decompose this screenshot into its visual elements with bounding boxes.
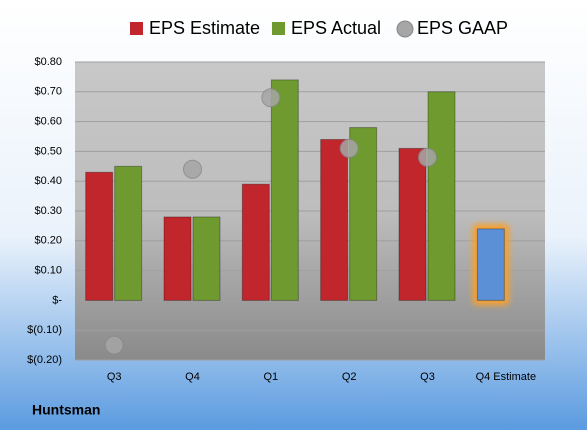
y-tick-label: $0.40 bbox=[34, 175, 62, 187]
x-tick-label: Q3 bbox=[420, 371, 435, 383]
x-tick-label: Q2 bbox=[342, 371, 357, 383]
x-tick-label: Q3 bbox=[107, 371, 122, 383]
bar bbox=[192, 216, 221, 301]
bar bbox=[476, 228, 505, 301]
legend-label: EPS Estimate bbox=[149, 18, 260, 38]
legend-label: EPS Actual bbox=[291, 18, 381, 38]
gaap-marker bbox=[339, 138, 359, 158]
legend-marker bbox=[130, 22, 143, 35]
y-tick-label: $0.70 bbox=[34, 86, 62, 98]
bar bbox=[163, 216, 192, 301]
y-tick-label: $(0.10) bbox=[27, 324, 62, 336]
y-tick-label: $0.50 bbox=[34, 145, 62, 157]
gaap-marker bbox=[183, 159, 202, 179]
bar bbox=[270, 79, 299, 301]
y-tick-label: $- bbox=[52, 294, 62, 306]
y-tick-label: $0.30 bbox=[34, 205, 62, 217]
x-tick-label: Q4 bbox=[185, 371, 200, 383]
company-label: Huntsman bbox=[32, 402, 100, 418]
x-tick-label: Q1 bbox=[263, 371, 278, 383]
y-tick-label: $(0.20) bbox=[27, 354, 62, 366]
bar bbox=[398, 147, 427, 301]
bar bbox=[427, 91, 456, 301]
bar bbox=[114, 165, 143, 301]
legend-label: EPS GAAP bbox=[417, 18, 508, 38]
legend-marker bbox=[272, 22, 285, 35]
bar bbox=[85, 171, 114, 301]
gaap-marker bbox=[261, 88, 281, 108]
y-tick-label: $0.80 bbox=[34, 56, 62, 68]
y-tick-label: $0.60 bbox=[34, 116, 62, 128]
legend-marker bbox=[396, 20, 414, 38]
bar bbox=[320, 138, 349, 301]
gaap-marker bbox=[104, 335, 124, 355]
x-tick-label: Q4 Estimate bbox=[476, 371, 537, 383]
bar bbox=[241, 183, 270, 301]
y-tick-label: $0.20 bbox=[34, 235, 62, 247]
gaap-marker bbox=[418, 147, 437, 167]
y-tick-label: $0.10 bbox=[34, 265, 62, 277]
